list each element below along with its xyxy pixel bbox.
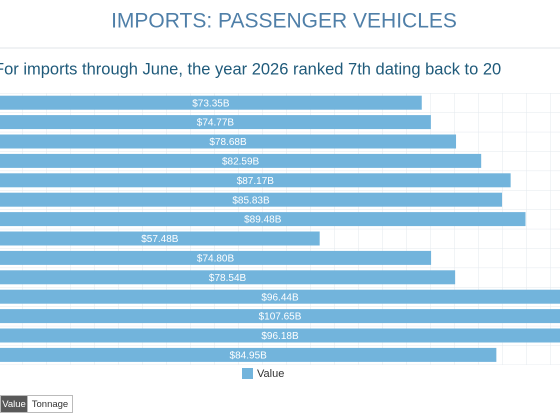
- value-label: $73.35B: [192, 98, 230, 109]
- plot-grid: [0, 93, 560, 365]
- value-label: $57.48B: [141, 234, 179, 245]
- button-frame: [27, 395, 73, 413]
- bar: [0, 115, 431, 130]
- value-label: $78.68B: [209, 137, 247, 148]
- bar: [0, 289, 560, 304]
- legend-label: Value: [257, 368, 284, 380]
- bar: [0, 212, 526, 227]
- toggle-button[interactable]: Tonnage: [27, 395, 73, 413]
- value-label: $78.54B: [209, 273, 247, 284]
- value-label: $82.59B: [222, 157, 260, 168]
- bar: [0, 173, 511, 188]
- chart-subtitle: For imports through June, the year 2026 …: [0, 60, 501, 78]
- bar: [0, 250, 432, 265]
- value-label: $74.80B: [197, 254, 235, 265]
- chart-title: IMPORTS: PASSENGER VEHICLES: [111, 10, 457, 33]
- value-label: $84.95B: [230, 351, 268, 362]
- bar: [0, 347, 497, 362]
- bar: [0, 309, 560, 324]
- value-label: $74.77B: [197, 118, 235, 129]
- button-label: Value: [2, 399, 26, 410]
- bar: [0, 134, 457, 149]
- bar: [0, 95, 422, 110]
- value-label: $96.18B: [261, 331, 299, 342]
- value-label: $107.65B: [259, 312, 302, 323]
- bar: [0, 231, 320, 246]
- button-label: Tonnage: [32, 399, 68, 410]
- bar: [0, 192, 503, 207]
- bar: [0, 328, 560, 343]
- bar: [0, 270, 456, 285]
- bar: [0, 153, 482, 168]
- value-label: $87.17B: [237, 176, 275, 187]
- toggle-button[interactable]: Value: [0, 395, 28, 413]
- value-label: $85.83B: [232, 195, 270, 206]
- legend-swatch: [242, 368, 253, 379]
- value-label: $89.48B: [244, 215, 282, 226]
- value-label: $96.44B: [261, 292, 299, 303]
